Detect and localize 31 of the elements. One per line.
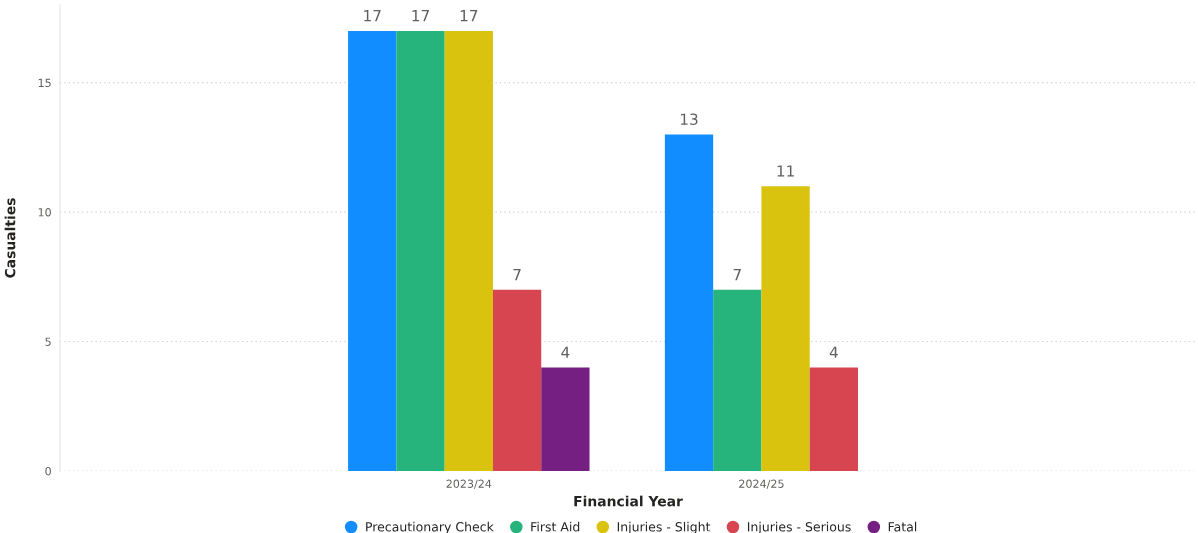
legend-label: First Aid [531,521,580,532]
x-tick-label: 2023/24 [446,479,492,489]
data-label: 17 [364,10,381,22]
bar [348,30,397,471]
x-axis-title: Financial Year [574,495,683,507]
data-label: 4 [561,346,570,358]
data-label: 7 [513,268,521,281]
bar [396,30,445,471]
legend-label: Precautionary Check [366,521,494,533]
data-label: 17 [412,10,429,22]
y-tick-label: 15 [38,78,51,88]
y-axis-title: Casualties [4,198,16,278]
data-label: 7 [733,268,741,281]
x-tick-label: 2024/25 [739,479,784,489]
legend-label: Injuries - Serious [747,521,851,533]
y-tick-label: 10 [38,208,51,217]
bar [809,367,859,471]
data-label: 4 [829,346,838,358]
y-tick-label: 5 [45,337,51,346]
legend-label: Injuries - Slight [617,521,711,533]
data-label: 17 [460,10,478,22]
data-label: 11 [777,165,794,177]
bar [761,186,810,471]
bar [664,134,714,471]
bar [541,367,590,471]
legend-label: Fatal [888,521,917,532]
bar [444,30,493,471]
data-label: 13 [680,113,698,126]
y-tick-label: 0 [45,466,51,476]
bar [492,289,542,471]
bar [713,289,762,471]
